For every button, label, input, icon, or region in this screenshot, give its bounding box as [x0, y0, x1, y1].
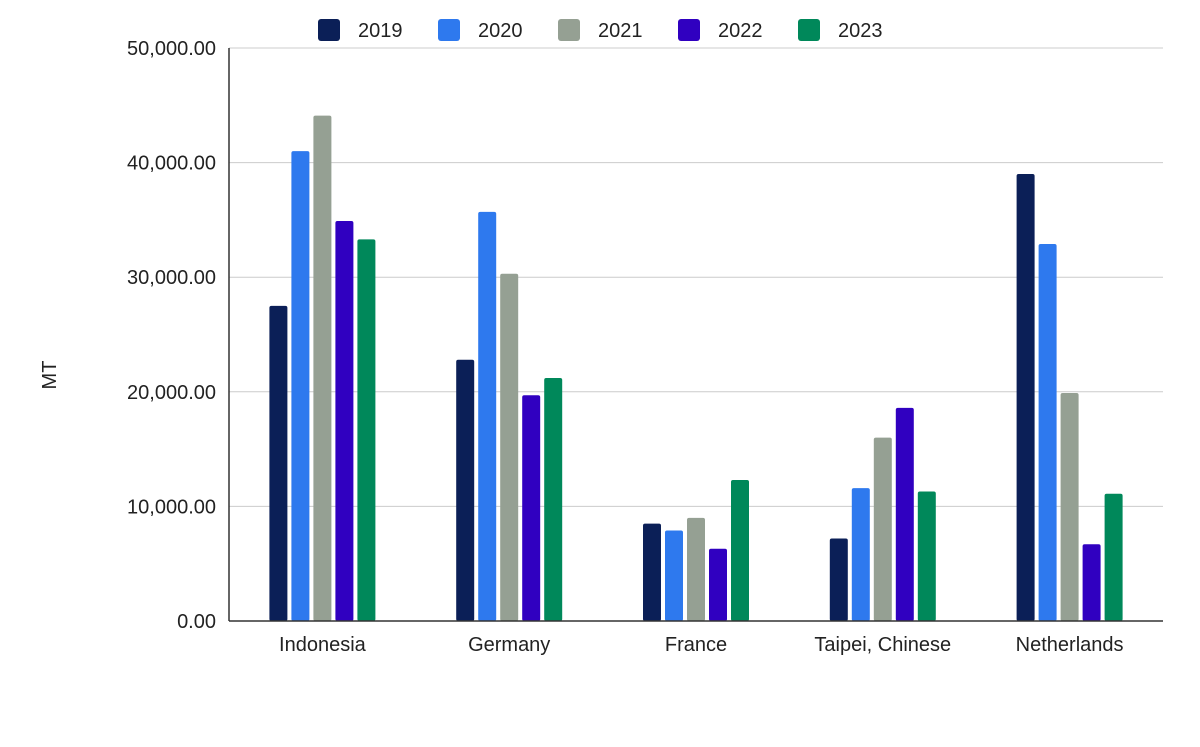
x-tick-label: France [665, 634, 727, 656]
bar-2022-taipei-chinese [895, 407, 914, 621]
bar-2019-taipei-chinese [829, 538, 848, 621]
bar-2022-france [709, 548, 727, 621]
legend-item-2022: 2022 [678, 19, 763, 42]
bar-2020-germany [478, 211, 497, 622]
y-tick-label: 20,000.00 [127, 382, 216, 404]
x-tick-label: Indonesia [279, 634, 367, 656]
legend-label: 2022 [718, 20, 763, 42]
bar-2020-taipei-chinese [851, 488, 870, 621]
y-tick-label: 10,000.00 [127, 496, 216, 518]
legend-item-2021: 2021 [558, 19, 643, 42]
legend-swatch [558, 19, 580, 41]
y-tick-label: 50,000.00 [127, 38, 216, 60]
bar-2019-france [643, 523, 661, 621]
bar-2020-france [665, 530, 683, 621]
x-tick-label: Taipei, Chinese [814, 634, 951, 656]
bar-2022-indonesia [335, 221, 354, 621]
x-tick-label: Germany [468, 634, 550, 656]
legend-label: 2021 [598, 20, 643, 42]
bar-2020-indonesia [291, 151, 310, 621]
bar-2022-germany [522, 395, 541, 621]
legend-item-2020: 2020 [438, 19, 523, 42]
x-tick-label: Netherlands [1016, 634, 1124, 656]
y-tick-label: 40,000.00 [127, 153, 216, 175]
bar-2021-germany [500, 273, 519, 621]
bar-2023-germany [544, 378, 563, 621]
legend-swatch [318, 19, 340, 41]
y-tick-label: 0.00 [177, 611, 216, 633]
bar-2023-taipei-chinese [917, 491, 936, 621]
legend-item-2023: 2023 [798, 19, 883, 42]
legend-swatch [798, 19, 820, 41]
bar-2021-indonesia [313, 115, 332, 621]
legend-swatch [438, 19, 460, 41]
y-tick-label: 30,000.00 [127, 267, 216, 289]
bar-2021-netherlands [1060, 392, 1079, 621]
legend-swatch [678, 19, 700, 41]
bar-2021-taipei-chinese [873, 437, 892, 621]
bar-2022-netherlands [1082, 544, 1101, 621]
legend-item-2019: 2019 [318, 19, 403, 42]
legend-label: 2023 [838, 20, 883, 42]
bar-2023-france [731, 480, 749, 621]
legend-label: 2019 [358, 20, 403, 42]
bar-2023-indonesia [357, 239, 376, 621]
legend: 2019 2020 2021 2022 2023 [318, 19, 883, 42]
bars [269, 115, 1123, 622]
bar-2019-germany [456, 359, 475, 621]
bar-2020-netherlands [1038, 243, 1057, 621]
axes: 0.00 10,000.00 20,000.00 30,000.00 40,000.00… [127, 38, 1163, 656]
legend-label: 2020 [478, 20, 523, 42]
bar-2021-france [687, 517, 705, 621]
bar-2019-netherlands [1016, 174, 1035, 621]
bar-2023-netherlands [1104, 493, 1123, 621]
gridlines [229, 47, 1163, 507]
y-axis-title: MT [39, 361, 61, 390]
bar-2019-indonesia [269, 305, 288, 621]
